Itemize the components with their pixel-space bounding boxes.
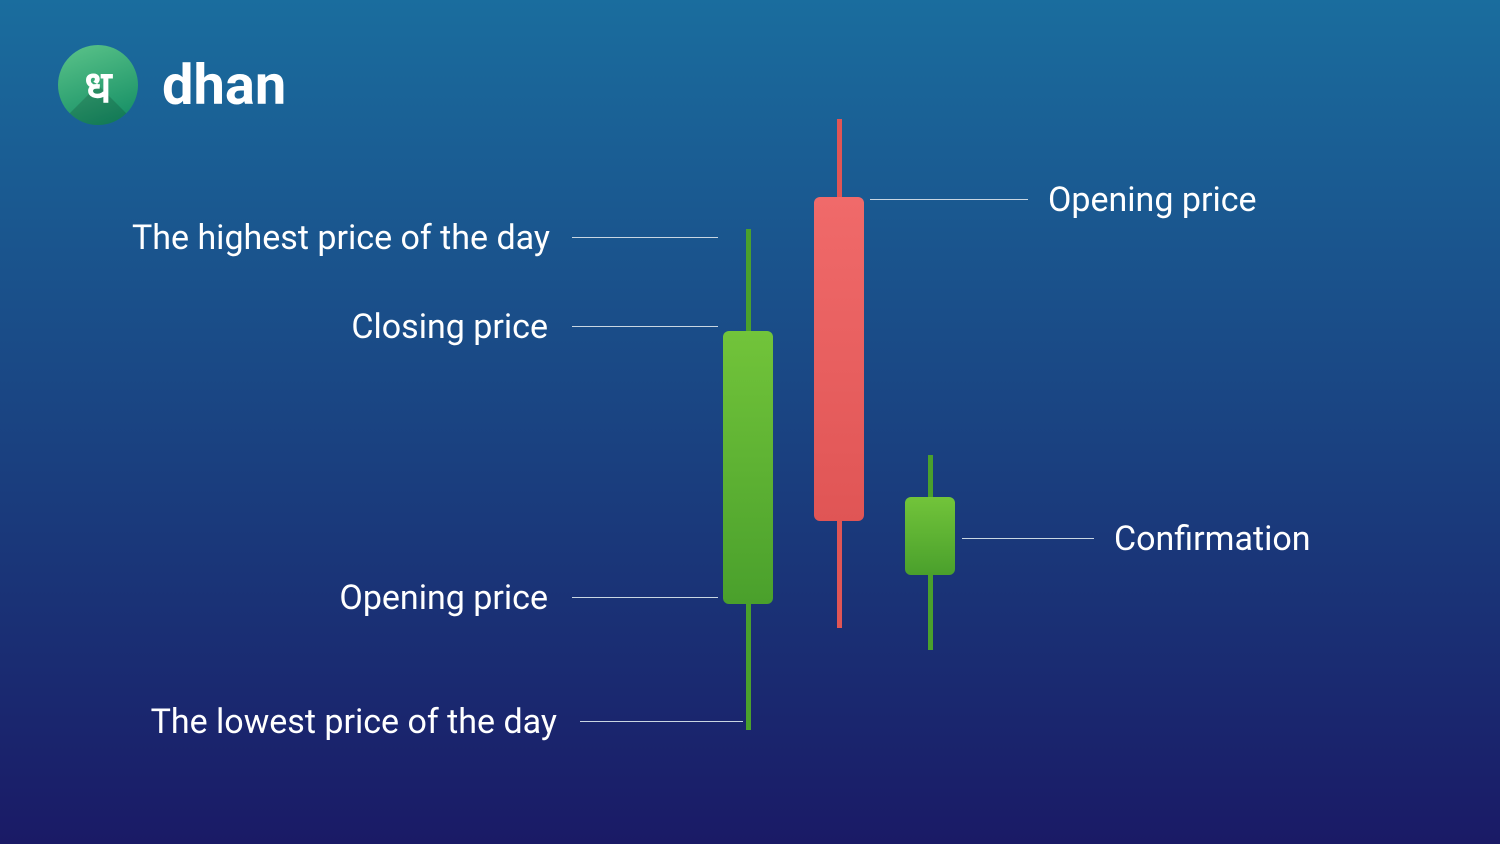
label-confirmation: Confirmation bbox=[1114, 519, 1311, 559]
brand-name: dhan bbox=[162, 52, 286, 118]
candle-1-body bbox=[723, 331, 773, 604]
leader-lowest bbox=[580, 721, 743, 722]
label-lowest-price: The lowest price of the day bbox=[151, 702, 557, 742]
leader-closing bbox=[572, 326, 718, 327]
leader-opening-right bbox=[870, 199, 1028, 200]
leader-confirmation bbox=[962, 538, 1094, 539]
leader-opening-left bbox=[572, 597, 718, 598]
brand-logo: ध dhan bbox=[58, 45, 286, 125]
brand-glyph: ध bbox=[84, 55, 111, 115]
label-opening-price-left: Opening price bbox=[339, 578, 548, 618]
infographic-canvas: ध dhan The highest price of the day Clos… bbox=[0, 0, 1500, 844]
candle-2-body bbox=[814, 197, 864, 521]
label-closing-price: Closing price bbox=[351, 307, 548, 347]
label-highest-price: The highest price of the day bbox=[132, 218, 550, 258]
label-opening-price-right: Opening price bbox=[1048, 180, 1257, 220]
candle-3-body bbox=[905, 497, 955, 575]
leader-highest bbox=[572, 237, 718, 238]
brand-logo-icon: ध bbox=[58, 45, 138, 125]
